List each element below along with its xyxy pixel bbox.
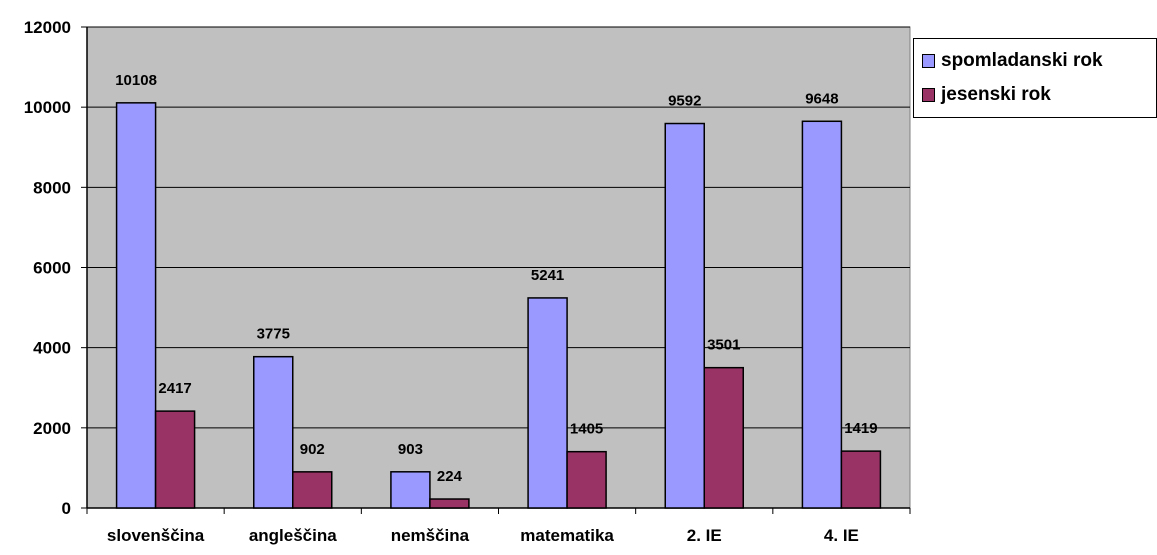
x-tick-label: matematika: [520, 526, 614, 545]
legend-label-series-2: jesenski rok: [941, 84, 1051, 105]
data-label: 1419: [844, 420, 877, 437]
y-tick-label: 12000: [24, 18, 71, 37]
bar: [253, 355, 294, 509]
data-label: 5241: [531, 267, 564, 284]
x-tick-label: angleščina: [249, 526, 337, 545]
y-tick-label: 6000: [33, 259, 71, 278]
data-label: 224: [437, 468, 463, 485]
legend-swatch-series-1: [922, 54, 935, 68]
legend-label-series-1: spomladanski rok: [941, 50, 1103, 71]
data-label: 9592: [668, 93, 701, 110]
bar: [292, 471, 333, 509]
x-tick-label: slovenščina: [107, 526, 205, 545]
y-tick-label: 10000: [24, 98, 71, 117]
bar: [429, 498, 470, 509]
bar: [664, 122, 705, 509]
bar: [115, 102, 157, 509]
bar: [390, 471, 431, 509]
x-tick-label: 4. IE: [824, 526, 859, 545]
y-tick-label: 8000: [33, 178, 71, 197]
y-tick-label: 4000: [33, 339, 71, 358]
bar: [566, 450, 607, 509]
bar: [154, 410, 196, 509]
data-label: 3775: [257, 326, 290, 343]
y-tick-label: 0: [62, 499, 71, 518]
x-tick-label: nemščina: [391, 526, 470, 545]
data-label: 9648: [805, 90, 838, 107]
legend-item-series-2: jesenski rok: [922, 83, 1051, 107]
y-tick-label: 2000: [33, 419, 71, 438]
bar: [527, 297, 568, 509]
x-tick-label: 2. IE: [687, 526, 722, 545]
legend-swatch-series-2: [922, 88, 935, 102]
bar: [703, 366, 744, 509]
bar: [801, 120, 843, 509]
data-label: 902: [300, 441, 325, 458]
legend-item-series-1: spomladanski rok: [922, 49, 1103, 73]
data-label: 2417: [158, 380, 191, 397]
data-label: 1405: [570, 421, 603, 438]
bar: [840, 450, 882, 509]
data-label: 10108: [115, 72, 157, 89]
data-label: 3501: [707, 337, 740, 354]
legend: spomladanski rok jesenski rok: [913, 38, 1157, 118]
data-label: 903: [398, 441, 423, 458]
